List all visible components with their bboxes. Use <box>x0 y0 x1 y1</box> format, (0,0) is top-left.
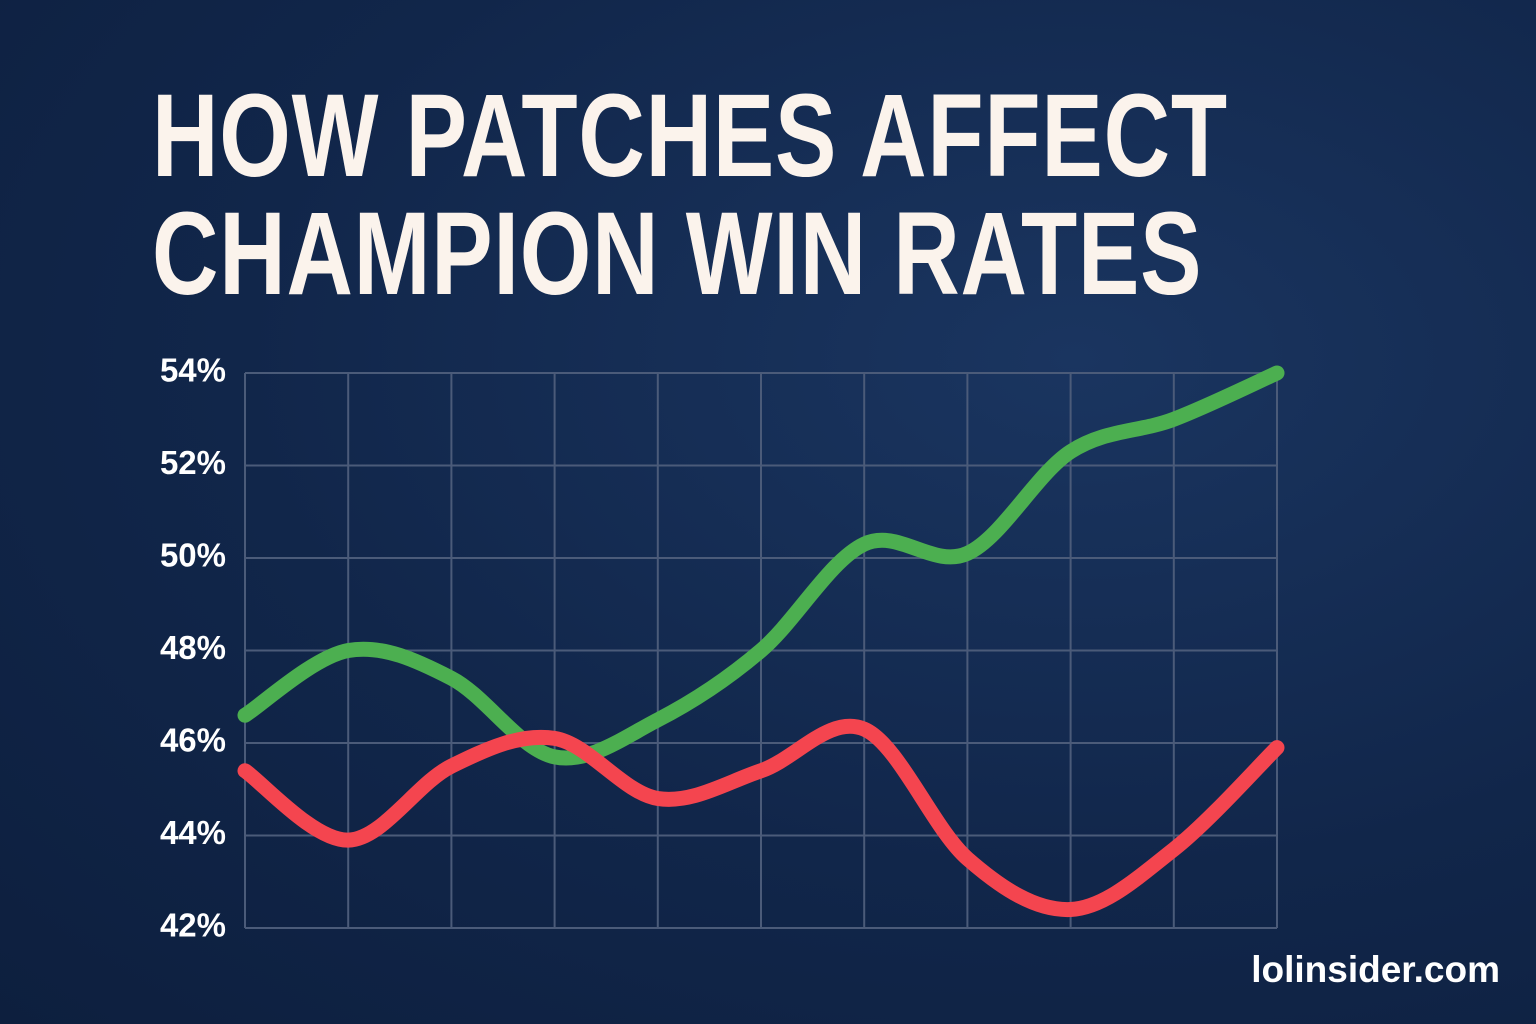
chart-title: HOW PATCHES AFFECT CHAMPION WIN RATES <box>152 70 1228 320</box>
watermark: lolinsider.com <box>1251 949 1500 990</box>
y-tick-label: 54% <box>160 352 226 389</box>
y-tick-label: 46% <box>160 722 226 759</box>
y-tick-label: 48% <box>160 629 226 666</box>
series-line <box>237 365 1285 766</box>
series-line <box>237 718 1285 918</box>
lines <box>237 365 1285 918</box>
y-tick-label: 44% <box>160 814 226 851</box>
y-tick-label: 42% <box>160 907 226 944</box>
y-tick-label: 50% <box>160 537 226 574</box>
y-tick-label: 52% <box>160 444 226 481</box>
